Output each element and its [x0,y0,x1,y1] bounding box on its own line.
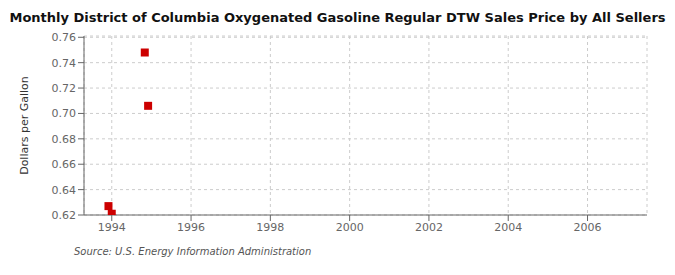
html-text:Monthly District of Columbia O: Monthly District of Columbia Oxygenated … [9,10,666,25]
html-text:Source: U.S. Energy Informatio: Source: U.S. Energy Information Administ… [74,246,312,257]
svg-text:2000: 2000 [336,221,364,234]
svg-text:0.66: 0.66 [52,158,77,171]
svg-text:2004: 2004 [494,221,522,234]
svg-text:0.70: 0.70 [52,107,77,120]
svg-text:0.74: 0.74 [52,57,77,70]
svg-text:Dollars per Gallon: Dollars per Gallon [18,76,31,175]
svg-text:0.64: 0.64 [52,184,77,197]
svg-text:0.62: 0.62 [52,209,77,222]
svg-text:0.68: 0.68 [52,133,77,146]
svg-text:1998: 1998 [256,221,284,234]
svg-text:1994: 1994 [98,221,126,234]
svg-text:0.76: 0.76 [52,31,77,44]
svg-text:2002: 2002 [415,221,443,234]
svg-text:2006: 2006 [574,221,602,234]
svg-text:1996: 1996 [177,221,205,234]
svg-text:0.72: 0.72 [52,82,77,95]
